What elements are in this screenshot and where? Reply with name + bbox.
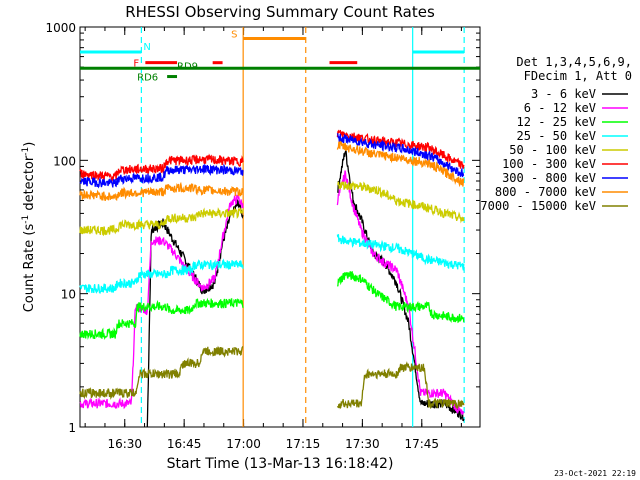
y-tick-label: 100 bbox=[53, 154, 76, 168]
y-tick-label: 1000 bbox=[45, 21, 76, 35]
x-tick-label: 17:45 bbox=[404, 437, 439, 451]
y-tick-label: 10 bbox=[61, 288, 76, 302]
series-300-800-keV-line bbox=[336, 133, 465, 178]
series-50-100-keV-line bbox=[337, 180, 465, 224]
series-6-12-keV-line bbox=[336, 170, 465, 416]
legend-label: 6 - 12 keV bbox=[524, 101, 596, 115]
x-tick-label: 17:30 bbox=[345, 437, 380, 451]
chart-title: RHESSI Observing Summary Count Rates bbox=[125, 3, 435, 21]
series-7000-15000-keV-line bbox=[336, 361, 465, 410]
flag-label: RD6 bbox=[137, 73, 158, 84]
series-12-25-keV-line bbox=[336, 271, 465, 324]
y-axis-label: Count Rate (s-1 detector-1) bbox=[21, 142, 37, 313]
y-axis-label-end: ) bbox=[22, 142, 37, 147]
series-7000-15000-keV-line bbox=[79, 345, 244, 400]
series-6-12-keV-line bbox=[79, 194, 244, 410]
y-tick-label: 1 bbox=[68, 421, 76, 435]
x-axis-label: Start Time (13-Mar-13 16:18:42) bbox=[167, 456, 394, 472]
flag-label: RD9 bbox=[177, 61, 198, 72]
legend-header-line-2: FDecim 1, Att 0 bbox=[524, 69, 632, 83]
legend-label: 300 - 800 keV bbox=[502, 171, 596, 185]
series-25-50-keV-line bbox=[79, 258, 244, 294]
legend-label: 100 - 300 keV bbox=[502, 157, 596, 171]
legend-label: 25 - 50 keV bbox=[517, 129, 596, 143]
series-3-6-keV-line bbox=[146, 198, 244, 428]
series-800-7000-keV-line bbox=[336, 140, 465, 188]
flag-label: N bbox=[143, 42, 150, 53]
legend-label: 12 - 25 keV bbox=[517, 115, 596, 129]
x-tick-label: 16:30 bbox=[107, 437, 142, 451]
legend-header-line-1: Det 1,3,4,5,6,9, bbox=[516, 55, 632, 69]
plot-area: NF S RD9 RD6 bbox=[79, 26, 481, 428]
footer-date: 23-Oct-2021 22:19 bbox=[554, 469, 636, 478]
legend-label: 800 - 7000 keV bbox=[495, 185, 596, 199]
y-axis-label-main: Count Rate (s bbox=[22, 224, 37, 313]
series-25-50-keV-line bbox=[336, 234, 465, 271]
y-axis-label-sup2: -1 bbox=[21, 147, 31, 156]
series-12-25-keV-line bbox=[79, 297, 244, 341]
series-300-800-keV-line bbox=[79, 163, 244, 189]
series-800-7000-keV-line bbox=[79, 181, 244, 202]
legend-label: 3 - 6 keV bbox=[531, 87, 596, 101]
series-100-300-keV-line bbox=[79, 153, 244, 182]
y-axis-label-sup: -1 bbox=[21, 215, 31, 224]
x-tick-label: 17:15 bbox=[286, 437, 321, 451]
legend: Det 1,3,4,5,6,9, FDecim 1, Att 0 3 - 6 k… bbox=[480, 55, 632, 213]
x-tick-label: 17:00 bbox=[226, 437, 261, 451]
legend-label: 7000 - 15000 keV bbox=[480, 199, 596, 213]
legend-label: 50 - 100 keV bbox=[509, 143, 596, 157]
series-100-300-keV-line bbox=[336, 129, 465, 169]
y-axis-label-mid: detector bbox=[22, 155, 37, 215]
series-50-100-keV-line bbox=[79, 206, 244, 237]
flag-label: F bbox=[133, 59, 139, 70]
flag-label: S bbox=[231, 29, 237, 40]
x-tick-label: 16:45 bbox=[167, 437, 202, 451]
